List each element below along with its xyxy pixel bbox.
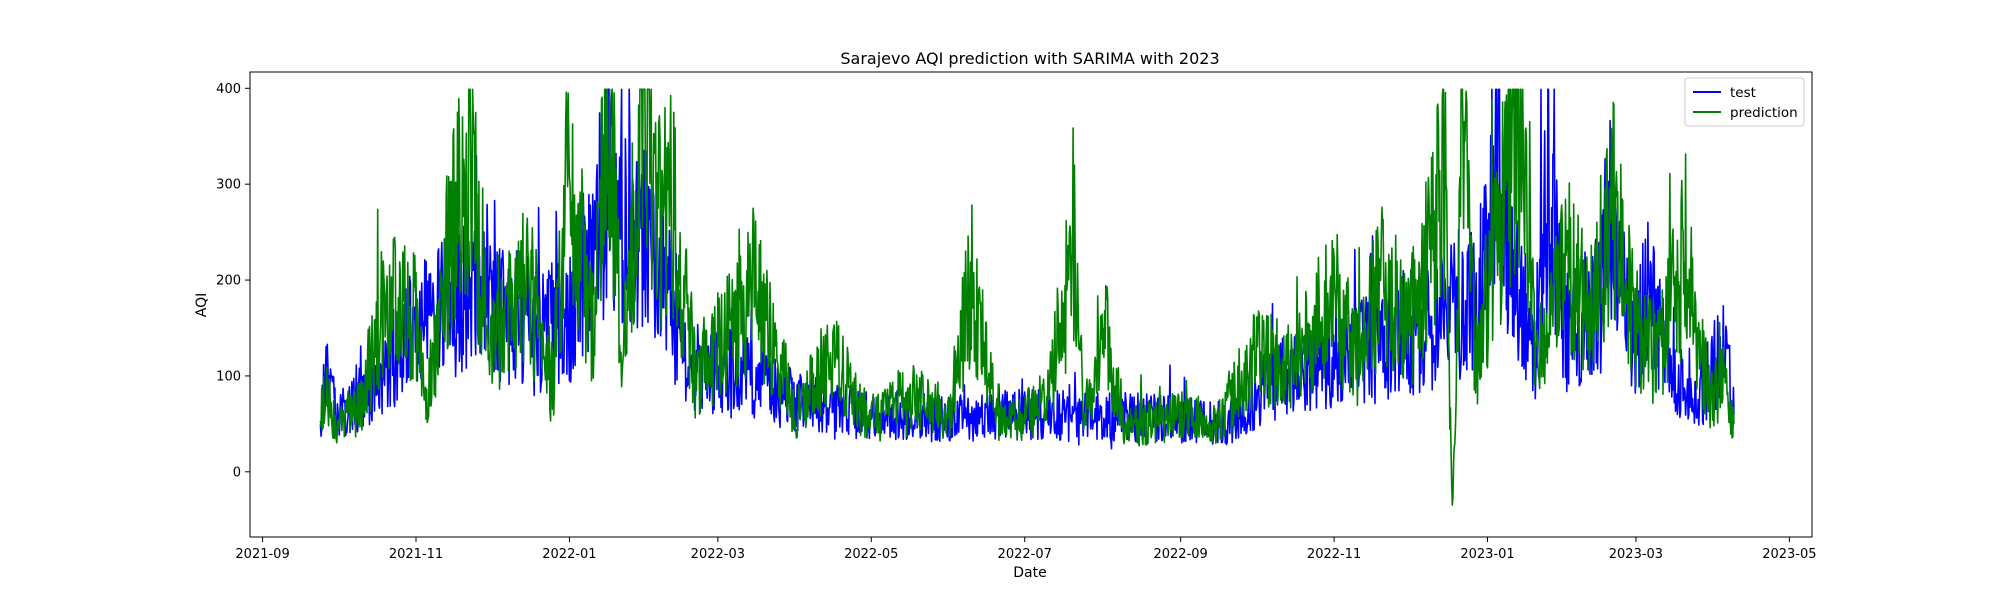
x-tick-label: 2021-09 (235, 547, 289, 562)
x-axis-ticks: 2021-09 2021-11 2022-01 2022-03 2022-05 2022-… (235, 537, 1817, 562)
plot-frame (249, 71, 1813, 538)
y-tick-label: 200 (216, 274, 241, 289)
x-tick-label: 2022-09 (1153, 547, 1207, 562)
legend-box (1684, 77, 1805, 127)
x-tick-label: 2022-11 (1307, 547, 1361, 562)
x-tick-label: 2023-05 (1762, 547, 1816, 562)
x-tick-label: 2022-01 (542, 547, 596, 562)
y-axis-label: AQI (194, 293, 210, 317)
series-line-test (319, 88, 1735, 450)
x-axis-label: Date (1013, 565, 1046, 581)
y-tick-label: 300 (216, 178, 241, 193)
x-tick-label: 2022-03 (691, 547, 745, 562)
x-tick-label: 2023-03 (1609, 547, 1663, 562)
y-axis-ticks: 0 100 200 300 400 (216, 82, 250, 480)
x-tick-label: 2022-07 (998, 547, 1052, 562)
y-tick-label: 400 (216, 82, 241, 97)
x-tick-label: 2022-05 (844, 547, 898, 562)
x-tick-label: 2023-01 (1460, 547, 1514, 562)
y-tick-label: 100 (216, 369, 241, 384)
legend-prediction-label: prediction (1730, 105, 1798, 121)
y-tick-label: 0 (233, 465, 241, 480)
series-line-prediction (319, 88, 1735, 506)
legend: test prediction (1684, 77, 1805, 127)
chart-title: Sarajevo AQI prediction with SARIMA with… (840, 49, 1219, 68)
x-tick-label: 2021-11 (389, 547, 443, 562)
series-layer (319, 88, 1735, 506)
legend-test-label: test (1730, 85, 1756, 101)
